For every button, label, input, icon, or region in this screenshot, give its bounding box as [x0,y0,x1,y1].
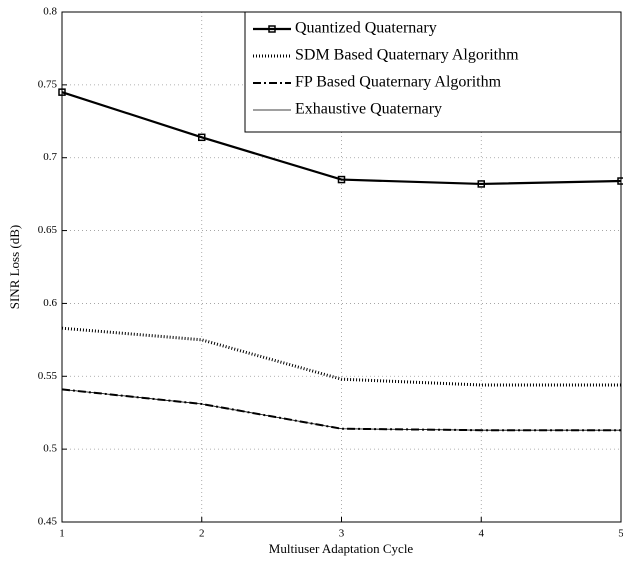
x-tick-label: 5 [618,528,623,540]
marker [198,133,206,142]
y-tick-label: 0.75 [38,78,58,90]
x-axis-label: Multiuser Adaptation Cycle [269,541,414,556]
legend-label: FP Based Quaternary Algorithm [295,74,502,91]
legend-label: SDM Based Quaternary Algorithm [295,47,519,64]
series-line [61,389,621,431]
y-tick-label: 0.5 [43,443,57,455]
x-tick-label: 1 [59,528,65,540]
series-line [61,91,622,186]
marker [617,177,623,185]
y-tick-label: 0.8 [43,6,57,18]
y-tick-label: 0.55 [38,370,58,382]
legend-label: Exhaustive Quaternary [295,101,442,118]
y-tick-label: 0.45 [38,516,58,528]
x-tick-label: 2 [199,528,205,540]
marker [477,180,485,188]
legend-label: Quantized Quaternary [295,20,437,37]
y-axis-label: SINR Loss (dB) [7,225,22,310]
legend-box [244,11,622,133]
marker [58,88,66,96]
x-tick-label: 3 [339,528,345,540]
marker [337,175,346,184]
x-tick-label: 4 [479,528,485,540]
series-line [61,326,621,387]
y-tick-label: 0.65 [38,224,58,236]
y-tick-label: 0.7 [43,151,57,163]
legend-marker [268,25,276,33]
y-tick-label: 0.6 [43,297,57,309]
